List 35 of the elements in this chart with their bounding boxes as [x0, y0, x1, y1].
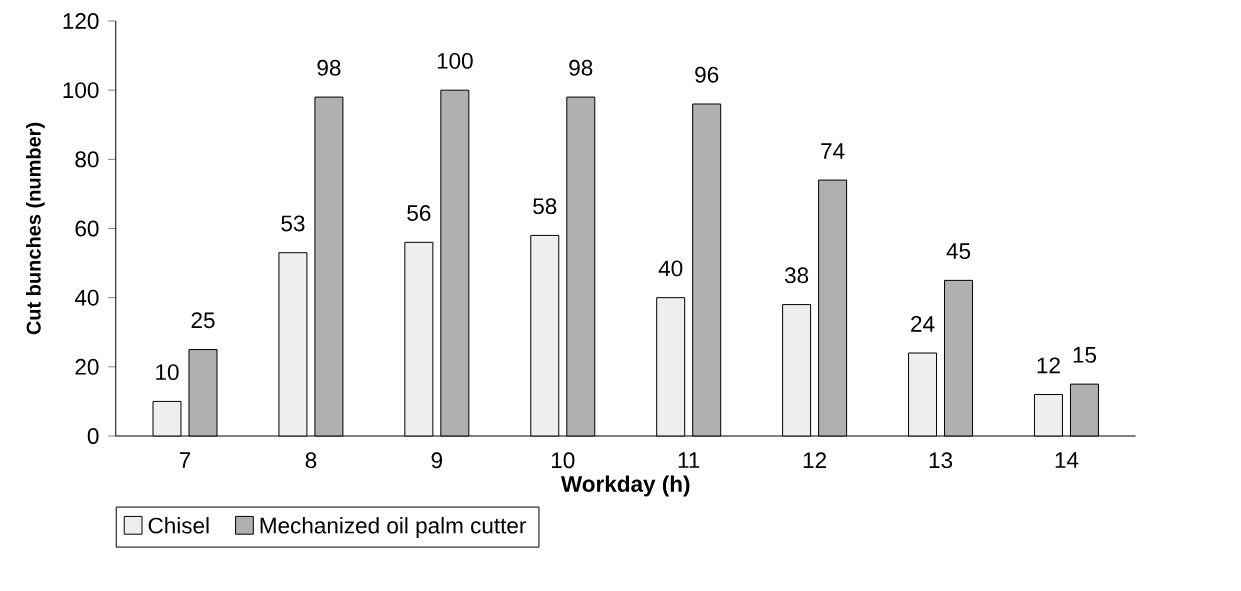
data-label: 74: [821, 143, 845, 159]
x-tick-label: 8: [305, 452, 317, 469]
x-tick-label: 10: [551, 452, 575, 469]
data-label: 98: [317, 59, 341, 76]
x-tick-label: 9: [431, 452, 443, 469]
data-label: 38: [784, 267, 809, 284]
y-tick-label: 40: [74, 289, 99, 306]
x-tick-label: 7: [179, 452, 191, 468]
y-tick-label: 20: [75, 358, 99, 375]
data-label: 100: [437, 52, 473, 69]
data-label: 15: [1073, 347, 1097, 363]
data-label: 53: [281, 215, 305, 232]
data-label: 58: [533, 198, 557, 215]
data-label: 25: [191, 312, 215, 329]
y-tick-label: 60: [75, 220, 99, 237]
data-label: 24: [911, 315, 935, 332]
x-tick-label: 11: [678, 452, 700, 468]
x-tick-label: 12: [803, 452, 826, 469]
legend-label: Chisel: [148, 517, 209, 534]
data-label: 40: [658, 260, 683, 277]
data-label: 12: [1037, 357, 1060, 374]
y-tick-label: 0: [87, 428, 99, 444]
data-label: 96: [695, 66, 719, 83]
y-tick-label: 120: [63, 13, 99, 29]
data-label: 45: [946, 243, 971, 260]
x-tick-label: 14: [1055, 452, 1079, 468]
y-axis-title: Cut bunches (number): [26, 122, 45, 335]
legend-label: Mechanized oil palm cutter: [260, 517, 527, 539]
data-label: 10: [156, 364, 179, 381]
x-tick-label: 13: [929, 452, 953, 469]
y-tick-label: 100: [63, 82, 99, 99]
data-label: 98: [569, 59, 593, 76]
y-tick-label: 80: [75, 151, 99, 168]
x-axis-title: Workday (h): [560, 475, 690, 497]
data-label: 56: [407, 205, 431, 222]
